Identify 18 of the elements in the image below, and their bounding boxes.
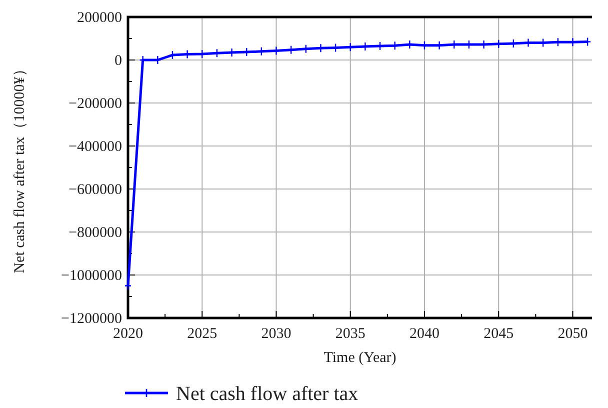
y-tick-label: −800000 <box>68 225 122 241</box>
y-tick-label: 200000 <box>77 10 122 26</box>
x-tick-label: 2045 <box>484 326 514 342</box>
x-tick-label: 2025 <box>187 326 218 342</box>
legend-label: Net cash flow after tax <box>176 383 358 405</box>
y-tick-label: −400000 <box>68 139 122 155</box>
x-tick-label: 2050 <box>558 326 588 342</box>
y-tick-label: 0 <box>114 53 122 69</box>
x-axis-title: Time (Year) <box>324 350 396 366</box>
y-tick-label: −200000 <box>68 96 122 112</box>
y-tick-label: −600000 <box>68 182 122 198</box>
y-tick-label: −1200000 <box>61 311 122 327</box>
x-tick-label: 2020 <box>113 326 143 342</box>
y-tick-label: −1000000 <box>61 268 122 284</box>
x-tick-label: 2035 <box>335 326 366 342</box>
x-tick-label: 2040 <box>409 326 440 342</box>
y-axis-title: Net cash flow after tax（10000¥） <box>12 62 28 274</box>
x-tick-label: 2030 <box>261 326 292 342</box>
